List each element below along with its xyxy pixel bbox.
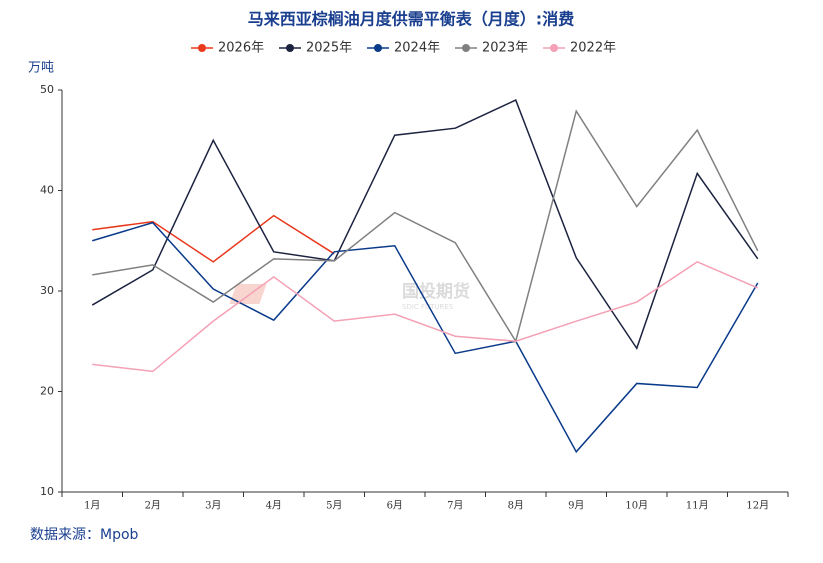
legend-label: 2025年 [306,41,352,56]
y-tick-label: 30 [40,284,54,297]
legend-label: 2022年 [570,41,616,56]
series-line [92,261,759,373]
x-tick-label: 9月 [568,500,584,512]
series-line [91,99,759,350]
legend-marker [462,44,470,52]
series-line [92,214,335,263]
y-tick-label: 10 [40,485,54,498]
series-line [92,221,759,454]
x-tick-label: 5月 [326,500,342,512]
x-tick-label: 2月 [145,500,161,512]
legend-label: 2023年 [482,41,528,56]
x-tick-label: 10月 [625,500,648,512]
x-tick-label: 4月 [266,500,282,512]
chart-title: 马来西亚棕榈油月度供需平衡表（月度）:消费 [248,10,574,29]
legend-label: 2024年 [394,41,440,56]
x-tick-label: 7月 [447,500,463,512]
legend-marker [198,44,206,52]
x-tick-label: 3月 [205,500,221,512]
legend-label: 2026年 [218,41,264,56]
watermark-name: 国投期货 [402,281,470,302]
source: 数据来源：Mpob [30,527,139,543]
legend-marker [550,44,558,52]
x-tick-label: 12月 [746,500,769,512]
watermark-subtitle: SDIC FUTURES [402,303,454,311]
y-tick-label: 50 [40,83,54,96]
x-tick-label: 1月 [84,500,100,512]
legend-marker [374,44,382,52]
x-tick-label: 11月 [686,500,709,512]
y-axis-label: 万吨 [28,61,54,76]
y-tick-label: 40 [40,184,54,197]
y-tick-label: 20 [40,385,54,398]
series-line [92,109,759,344]
watermark: 国投期货 SDIC FUTURES [229,281,470,311]
x-tick-label: 6月 [387,500,403,512]
legend-marker [286,44,294,52]
x-tick-label: 8月 [508,500,524,512]
